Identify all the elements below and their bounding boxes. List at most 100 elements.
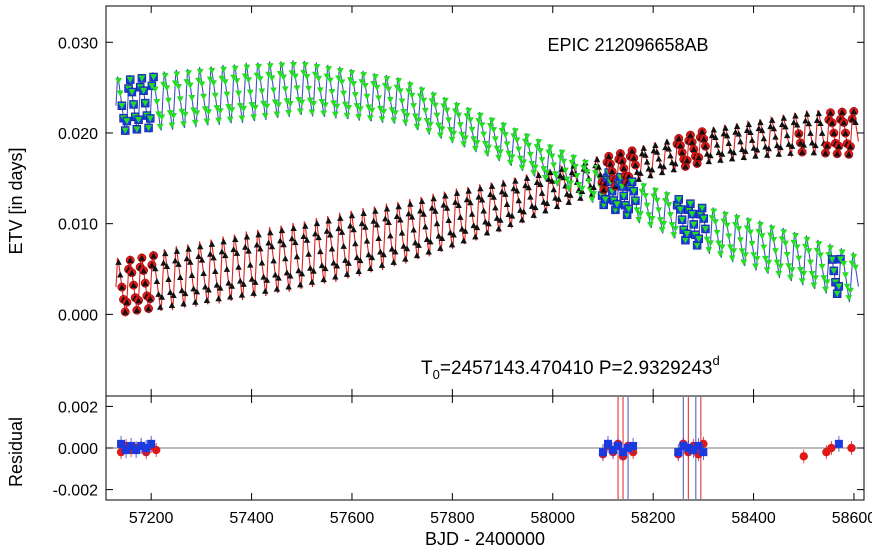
secondary-model-marker — [188, 95, 196, 102]
primary-model-marker — [712, 134, 719, 141]
primary-model-marker — [348, 212, 356, 219]
primary-model-marker — [225, 279, 232, 286]
secondary-model-marker — [305, 85, 313, 93]
secondary-model-marker — [486, 122, 494, 130]
secondary-model-marker — [406, 82, 414, 89]
secondary-model-marker — [745, 218, 753, 225]
secondary-model-marker — [777, 263, 784, 270]
secondary-model-marker — [652, 187, 659, 195]
primary-model-marker — [197, 243, 204, 250]
primary-model-marker — [822, 149, 829, 156]
secondary-model-marker — [787, 274, 794, 281]
primary-model-marker — [600, 186, 607, 193]
primary-model-marker — [472, 233, 479, 240]
primary-model-marker — [185, 245, 192, 252]
primary-model-marker — [190, 285, 197, 292]
secondary-model-marker — [115, 77, 122, 85]
secondary-model-marker — [518, 164, 526, 172]
secondary-model-marker — [456, 122, 464, 129]
secondary-model-marker — [313, 64, 321, 71]
y-axis-label: ETV [in days] — [6, 147, 26, 254]
secondary-model-marker — [496, 149, 504, 156]
secondary-model-marker — [516, 155, 524, 162]
primary-model-marker — [368, 254, 376, 261]
primary-model-marker — [567, 191, 574, 198]
primary-model-marker — [715, 149, 722, 156]
primary-model-marker — [352, 240, 359, 247]
primary-model-marker — [797, 139, 804, 146]
primary-model-marker — [787, 149, 794, 156]
primary-model-marker — [545, 175, 552, 182]
primary-model-marker — [555, 195, 562, 202]
secondary-model-marker — [175, 83, 182, 91]
secondary-model-marker — [588, 196, 596, 203]
secondary-model-marker — [368, 107, 376, 114]
primary-model-marker — [483, 229, 491, 236]
secondary-model-marker — [468, 126, 476, 134]
secondary-model-marker — [353, 103, 361, 110]
secondary-model-marker — [485, 144, 493, 151]
primary-model-marker — [510, 185, 517, 192]
primary-model-marker — [167, 288, 174, 295]
secondary-model-marker — [413, 123, 421, 130]
secondary-model-marker — [493, 145, 501, 152]
primary-model-marker — [467, 199, 474, 206]
primary-model-marker — [277, 237, 284, 244]
secondary-model-marker — [815, 241, 823, 248]
primary-model-marker — [463, 196, 471, 203]
secondary-model-marker — [473, 139, 481, 147]
secondary-model-marker — [665, 202, 673, 209]
primary-model-marker — [387, 232, 394, 239]
primary-model-marker — [488, 182, 496, 189]
secondary-model-marker — [840, 260, 848, 268]
secondary-model-marker — [498, 127, 506, 135]
secondary-model-marker — [295, 96, 303, 104]
primary-model-marker — [123, 299, 131, 306]
secondary-model-marker — [401, 119, 409, 126]
primary-model-marker — [272, 271, 279, 278]
primary-model-marker — [187, 258, 194, 265]
primary-model-marker — [720, 130, 727, 137]
primary-model-marker — [288, 235, 296, 242]
primary-model-marker — [317, 248, 324, 255]
primary-model-marker — [462, 227, 469, 234]
primary-model-marker — [495, 225, 502, 232]
primary-model-marker — [795, 130, 803, 137]
primary-model-marker — [173, 247, 181, 254]
secondary-model-marker — [842, 272, 849, 279]
secondary-model-marker — [710, 208, 718, 215]
secondary-model-marker — [475, 118, 483, 125]
primary-model-marker — [377, 248, 384, 255]
secondary-model-marker — [126, 76, 134, 84]
secondary-model-marker — [215, 117, 222, 124]
secondary-model-marker — [148, 83, 156, 90]
primary-model-marker — [337, 214, 344, 221]
primary-model-marker — [357, 257, 364, 264]
primary-model-marker — [323, 227, 331, 234]
primary-model-marker — [220, 238, 227, 245]
primary-model-marker — [565, 198, 572, 205]
secondary-model-marker — [250, 114, 258, 121]
secondary-model-marker — [675, 196, 683, 203]
primary-model-marker — [268, 243, 276, 250]
secondary-model-marker — [613, 201, 621, 208]
primary-model-marker — [457, 213, 464, 220]
primary-model-marker — [640, 144, 647, 151]
secondary-model-marker — [638, 188, 646, 196]
primary-model-marker — [172, 257, 179, 264]
primary-model-marker — [683, 157, 691, 164]
days-superscript: d — [712, 353, 719, 368]
y-tick-label: 0.030 — [58, 35, 98, 52]
secondary-residual-marker — [694, 441, 703, 450]
secondary-model-marker — [425, 128, 433, 135]
primary-model-marker — [672, 160, 679, 167]
primary-model-marker — [340, 242, 347, 249]
primary-model-marker — [492, 204, 499, 211]
primary-model-marker — [373, 221, 381, 228]
secondary-model-marker — [718, 244, 726, 251]
primary-model-marker — [733, 122, 741, 129]
primary-model-marker — [637, 169, 644, 176]
secondary-model-marker — [345, 104, 353, 112]
secondary-model-marker — [466, 117, 474, 124]
